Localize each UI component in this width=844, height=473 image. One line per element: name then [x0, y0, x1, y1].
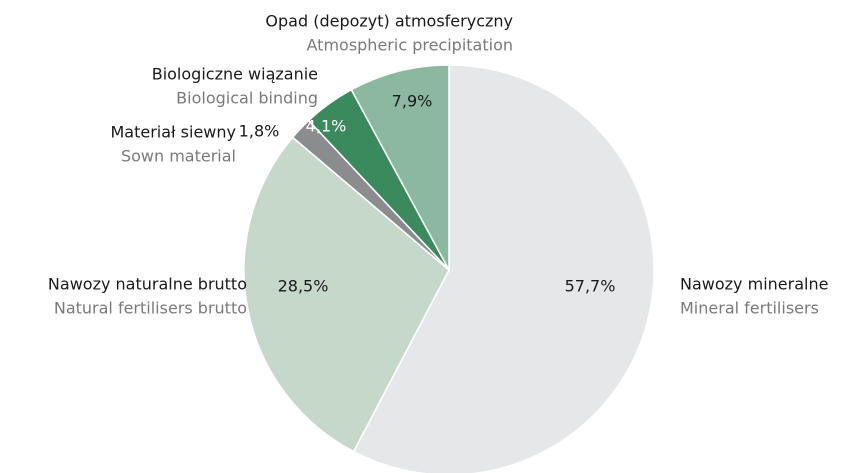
value-label: 1,8%: [239, 122, 280, 141]
category-label: Nawozy mineralne: [680, 275, 828, 294]
category-label-en: Natural fertilisers brutto: [54, 299, 247, 318]
category-label-en: Biological binding: [176, 89, 318, 108]
value-label: 28,5%: [278, 277, 329, 296]
category-label-en: Mineral fertilisers: [680, 299, 819, 318]
category-label: Nawozy naturalne brutto: [48, 275, 247, 294]
value-label: 57,7%: [565, 277, 616, 296]
pie-slice: [350, 64, 450, 271]
value-label: 7,9%: [392, 92, 433, 111]
category-label: Materiał siewny: [110, 123, 236, 142]
category-label-en: Atmospheric precipitation: [307, 36, 514, 55]
pie-slice: [243, 136, 450, 453]
value-label: 4,1%: [306, 117, 347, 136]
category-label-en: Sown material: [121, 147, 236, 166]
category-label: Biologiczne wiązanie: [152, 65, 318, 84]
pie-slice: [352, 64, 655, 473]
category-label: Opad (depozyt) atmosferyczny: [265, 12, 513, 31]
